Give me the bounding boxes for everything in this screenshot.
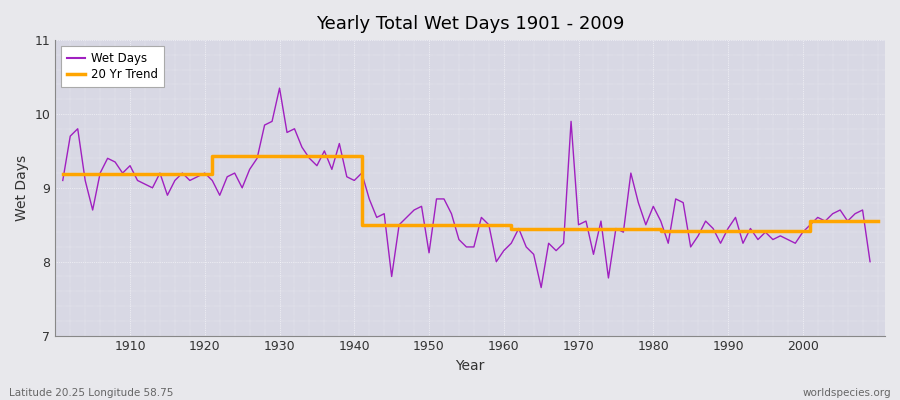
Title: Yearly Total Wet Days 1901 - 2009: Yearly Total Wet Days 1901 - 2009 <box>316 15 625 33</box>
Legend: Wet Days, 20 Yr Trend: Wet Days, 20 Yr Trend <box>61 46 164 87</box>
Y-axis label: Wet Days: Wet Days <box>15 155 29 221</box>
Text: Latitude 20.25 Longitude 58.75: Latitude 20.25 Longitude 58.75 <box>9 388 174 398</box>
Text: worldspecies.org: worldspecies.org <box>803 388 891 398</box>
X-axis label: Year: Year <box>455 359 485 373</box>
